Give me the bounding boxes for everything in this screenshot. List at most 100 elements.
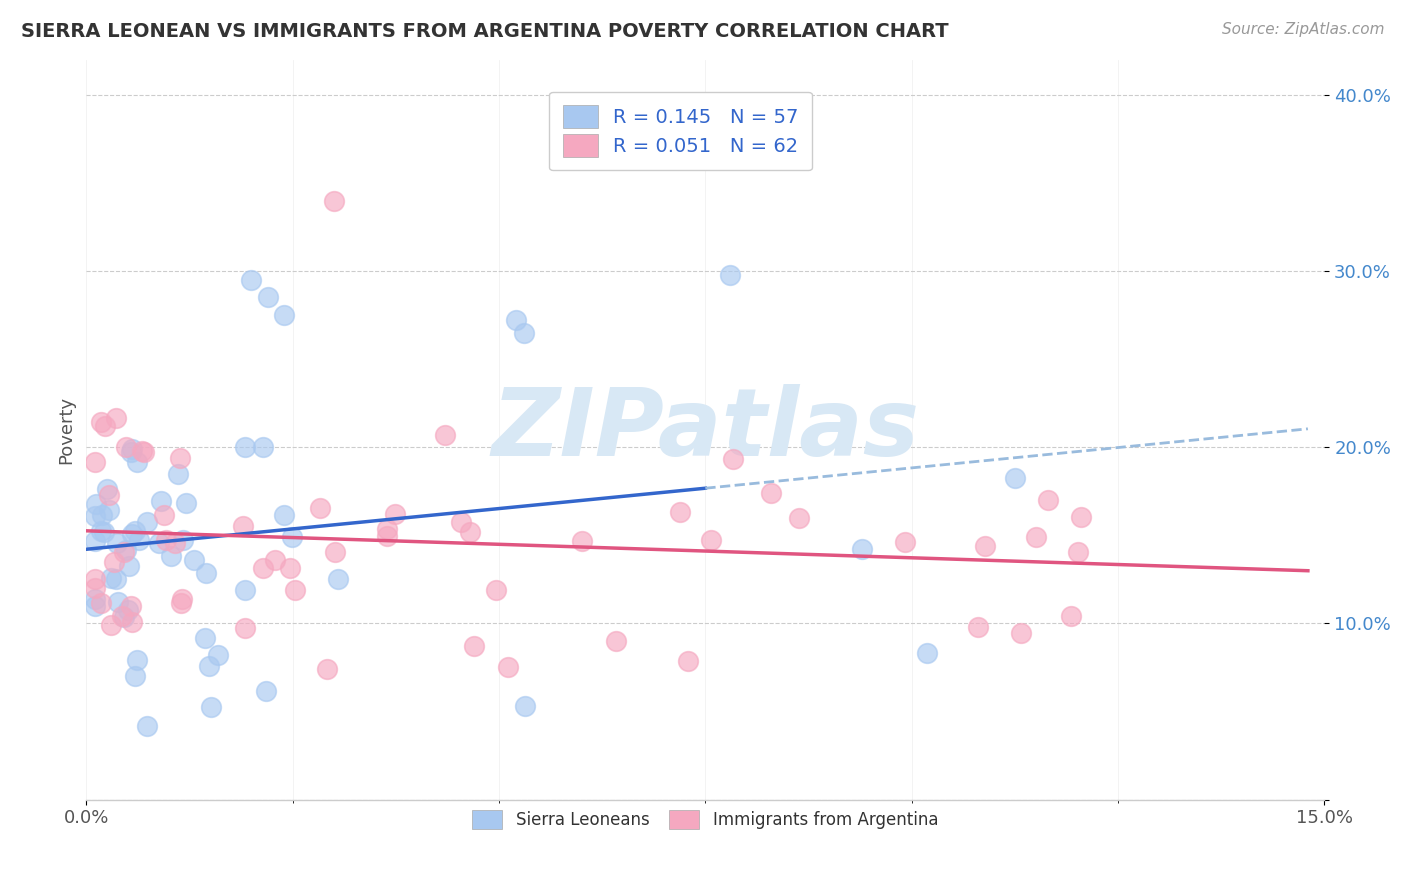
Point [759,485,782,500]
Point [115,542,138,557]
Point [700,533,723,548]
Point [233,440,256,454]
Text: SIERRA LEONEAN VS IMMIGRANTS FROM ARGENTINA POVERTY CORRELATION CHART: SIERRA LEONEAN VS IMMIGRANTS FROM ARGENT… [21,22,949,41]
Point [104,411,127,425]
Point [973,539,995,553]
Point [183,552,205,566]
Point [127,455,149,469]
Point [328,573,350,587]
Point [232,519,254,533]
Point [894,535,917,549]
Point [83,572,105,586]
Point [100,617,122,632]
Point [83,508,105,523]
Point [1025,530,1047,544]
Point [118,558,141,573]
Point [280,530,302,544]
Point [91,508,114,522]
Point [163,535,186,549]
Point [513,326,536,340]
Point [498,660,520,674]
Point [117,603,139,617]
Point [128,533,150,547]
Point [167,467,190,481]
Point [131,444,153,458]
Text: Source: ZipAtlas.com: Source: ZipAtlas.com [1222,22,1385,37]
Point [278,561,301,575]
Point [172,533,194,547]
Point [485,583,508,598]
Point [195,566,218,580]
Point [135,515,157,529]
Point [505,313,527,327]
Point [121,615,143,630]
Point [121,527,143,541]
Point [233,582,256,597]
Point [112,610,135,624]
Point [375,528,398,542]
Point [284,582,307,597]
Point [83,592,105,607]
Point [160,549,183,563]
Point [83,533,105,548]
Point [100,571,122,585]
Point [90,524,112,538]
Point [605,634,627,648]
Point [966,620,988,634]
Point [150,494,173,508]
Point [789,510,811,524]
Y-axis label: Poverty: Poverty [58,395,75,464]
Point [571,533,593,548]
Point [170,591,193,606]
Point [718,268,741,282]
Point [257,290,280,304]
Point [1067,545,1090,559]
Point [124,668,146,682]
Point [309,501,332,516]
Point [90,596,112,610]
Point [97,487,120,501]
Point [450,515,472,529]
Point [434,428,457,442]
Point [256,684,278,698]
Point [273,308,295,322]
Point [127,652,149,666]
Point [105,572,128,586]
Point [676,654,699,668]
Point [252,561,274,575]
Point [169,451,191,466]
Point [83,599,105,613]
Point [111,609,134,624]
Point [200,700,222,714]
Point [252,440,274,454]
Point [132,444,155,458]
Point [240,273,263,287]
Point [1004,471,1026,485]
Point [120,444,142,458]
Point [83,455,105,469]
Point [94,419,117,434]
Point [207,648,229,662]
Point [90,415,112,429]
Point [273,508,295,523]
Point [93,525,115,540]
Point [120,599,142,613]
Point [83,581,105,595]
Point [105,536,128,550]
Point [515,698,537,713]
Point [107,595,129,609]
Point [322,194,344,208]
Point [458,524,481,539]
Point [375,522,398,536]
Point [323,545,346,559]
Point [463,639,485,653]
Point [170,596,193,610]
Point [136,719,159,733]
Point [1010,626,1032,640]
Point [96,483,118,497]
Point [1038,493,1060,508]
Point [97,502,120,516]
Point [121,442,143,456]
Point [124,524,146,538]
Point [668,505,690,519]
